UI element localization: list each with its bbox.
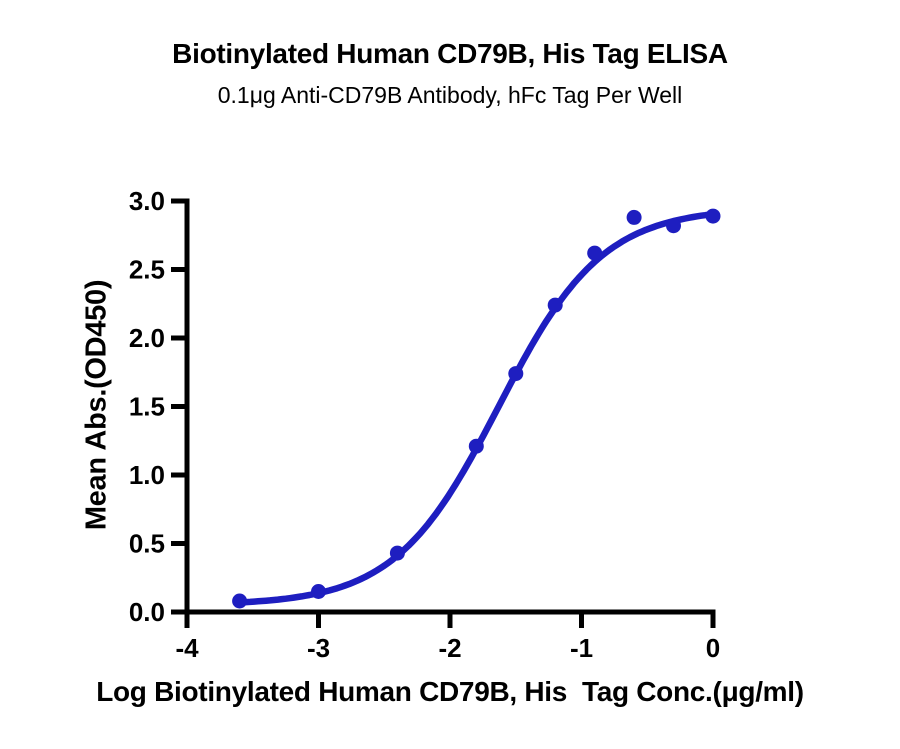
data-point	[547, 297, 563, 313]
x-tick-label: -3	[307, 633, 330, 663]
data-point	[468, 438, 484, 454]
data-point	[311, 584, 326, 599]
x-tick-label: 0	[706, 633, 720, 663]
fit-curve	[235, 210, 717, 606]
y-axis-label: Mean Abs.(OD450)	[80, 279, 113, 531]
data-point	[232, 593, 248, 609]
data-point	[508, 366, 524, 382]
x-tick-label: -4	[175, 633, 199, 663]
x-tick-label: -1	[570, 633, 593, 663]
data-point	[705, 208, 721, 224]
y-tick-label: 0.0	[129, 597, 165, 627]
chart-title: Biotinylated Human CD79B, His Tag ELISA	[172, 38, 728, 69]
data-point	[666, 218, 681, 234]
data-point	[587, 245, 603, 261]
x-axis-label: Log Biotinylated Human CD79B, His Tag Co…	[96, 676, 804, 707]
chart-subtitle: 0.1μg Anti-CD79B Antibody, hFc Tag Per W…	[217, 82, 683, 108]
x-tick-label: -2	[438, 633, 461, 663]
y-tick-label: 1.0	[129, 460, 165, 490]
y-tick-label: 2.0	[129, 323, 165, 353]
y-tick-label: 3.0	[129, 186, 165, 216]
data-point	[389, 545, 405, 561]
y-tick-label: 2.5	[129, 255, 165, 285]
y-tick-label: 1.5	[129, 392, 165, 422]
data-point	[626, 209, 642, 225]
y-tick-label: 0.5	[129, 529, 165, 559]
